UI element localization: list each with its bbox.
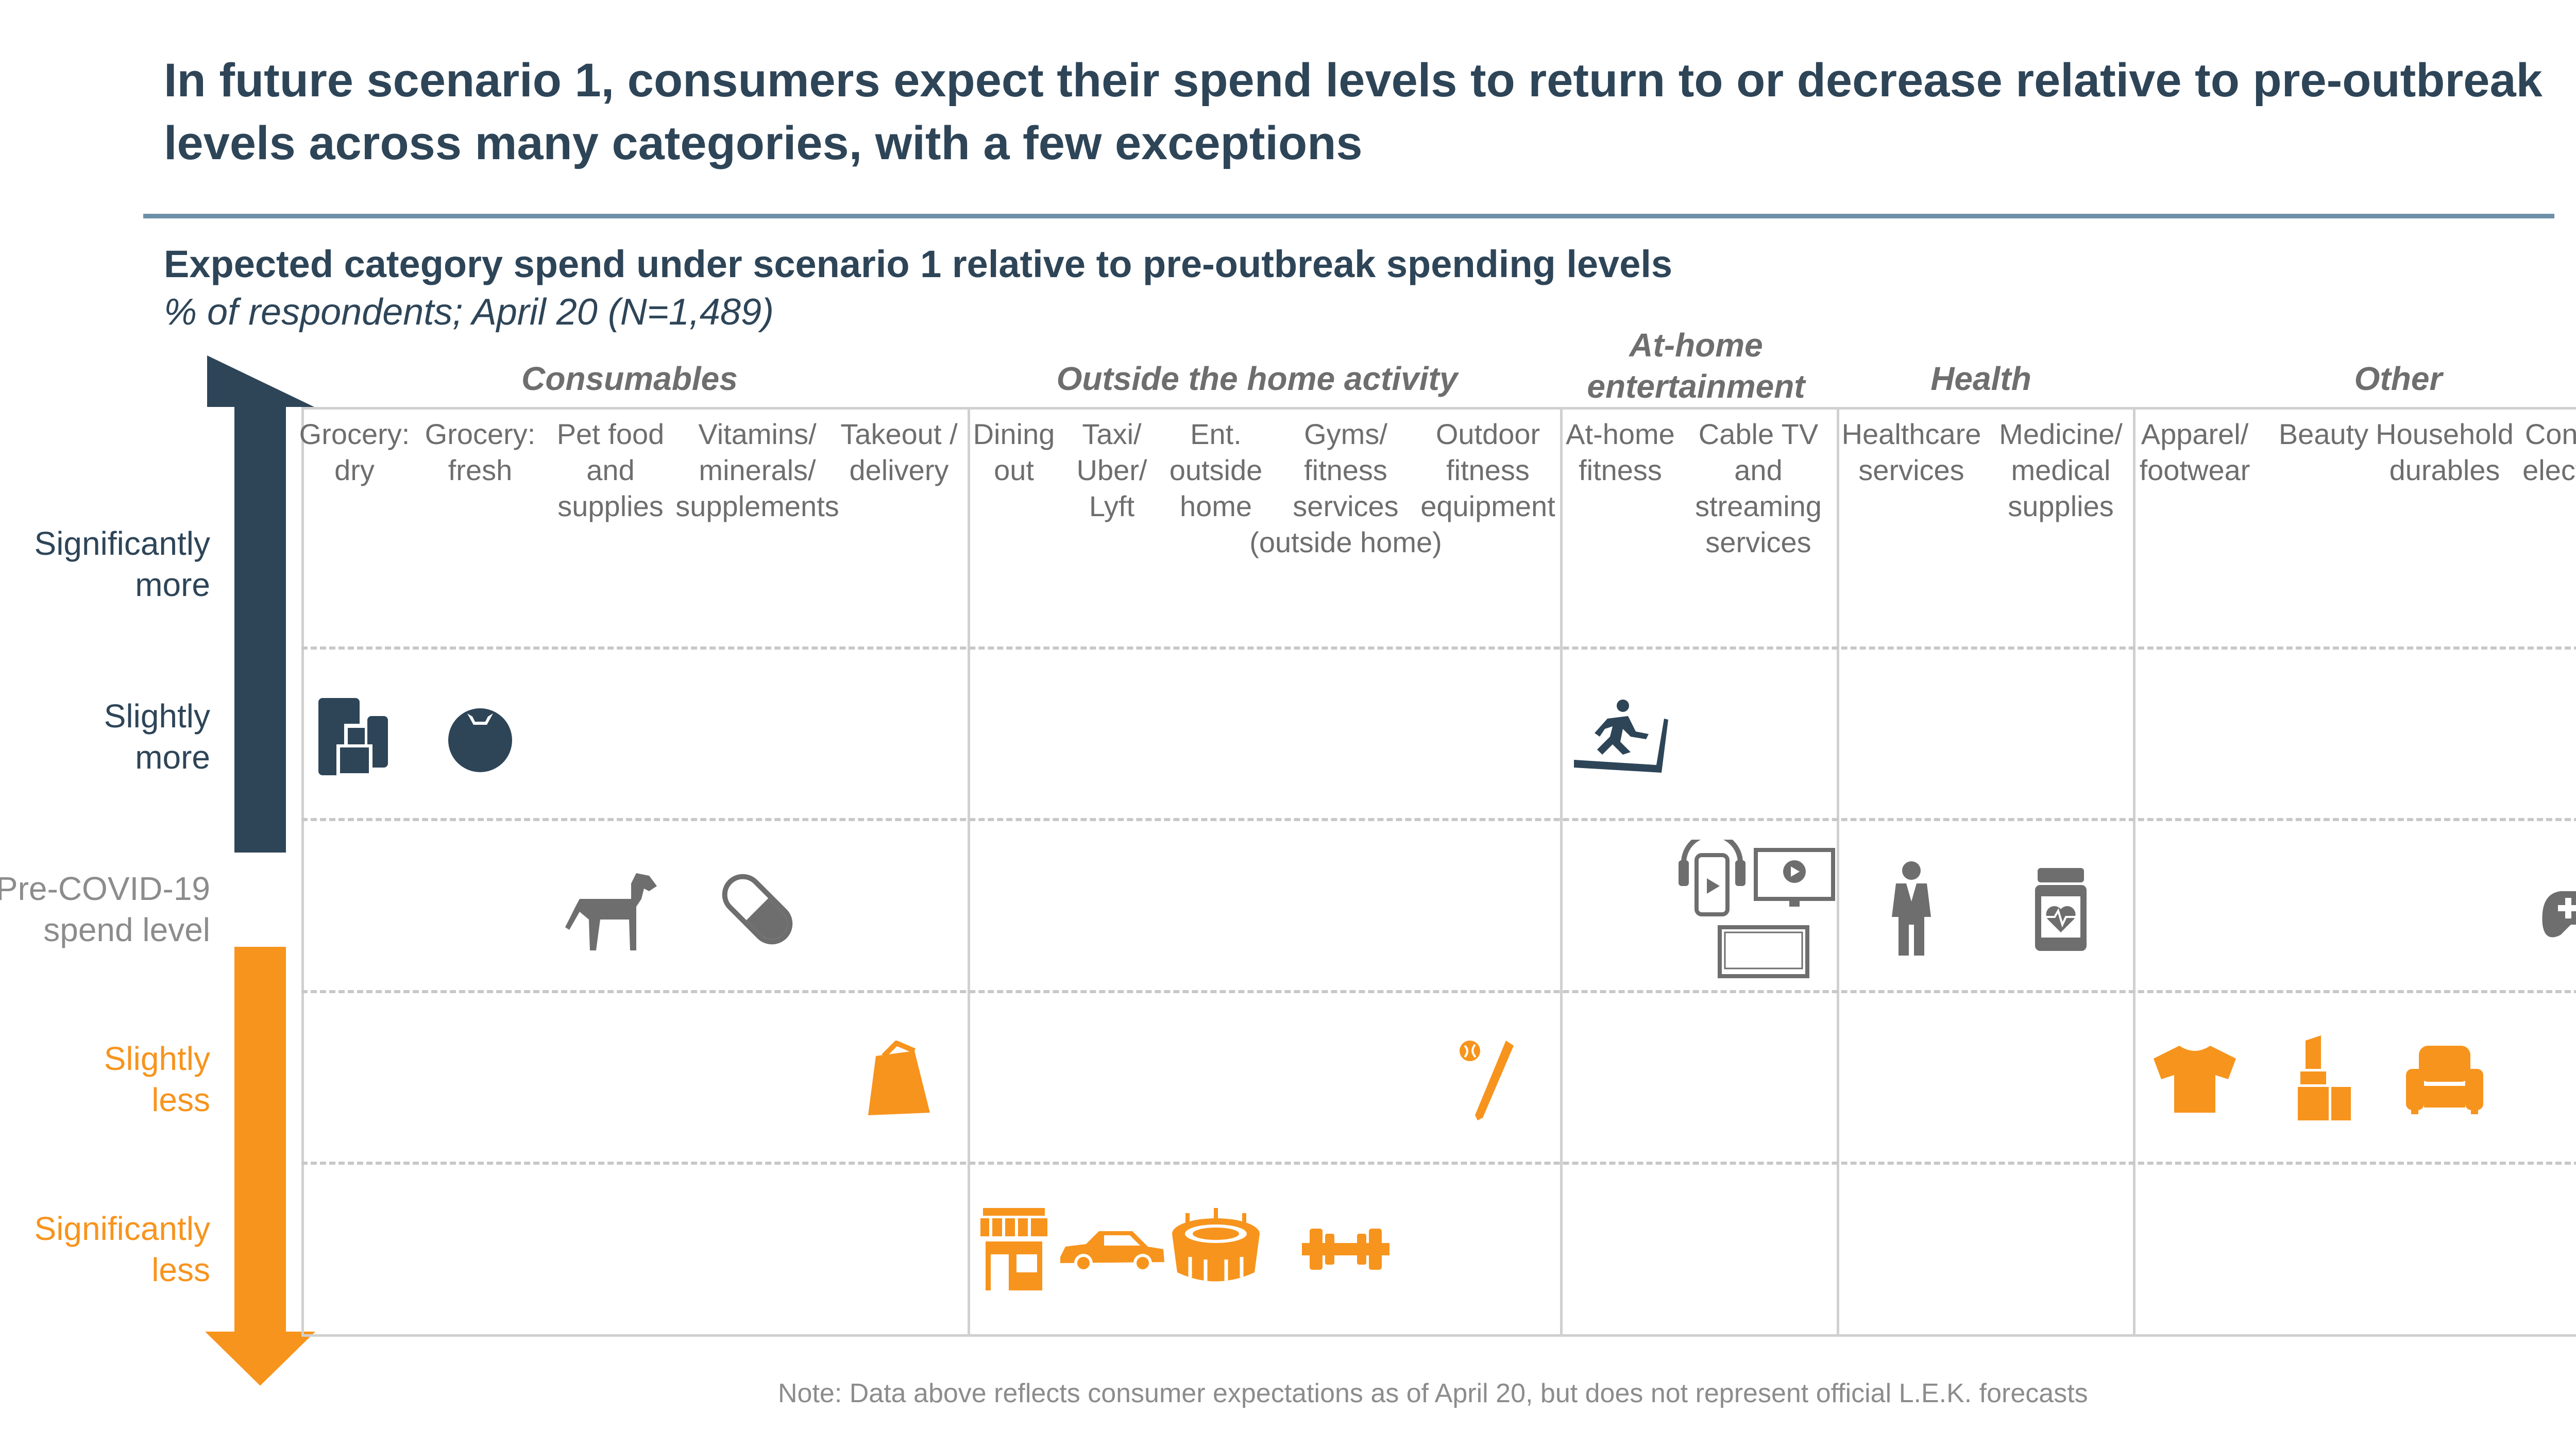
row-label-pre: Pre-COVID-19 spend level bbox=[0, 870, 210, 948]
group-divider bbox=[2133, 407, 2136, 1337]
group-label: Other bbox=[2354, 360, 2443, 397]
lipstick-icon bbox=[2295, 1035, 2352, 1123]
column-label: Outdoor fitness equipment bbox=[1420, 418, 1555, 522]
group-divider bbox=[1560, 407, 1563, 1337]
column-label: Ent. outside home bbox=[1169, 418, 1263, 522]
footnote: Note: Data above reflects consumer expec… bbox=[778, 1378, 2088, 1408]
group-label: Consumables bbox=[521, 360, 738, 397]
armchair-icon bbox=[2403, 1043, 2486, 1115]
tomato-icon bbox=[442, 698, 519, 775]
pill-icon bbox=[714, 865, 801, 953]
column-label: Beauty bbox=[2278, 418, 2369, 450]
stadium-icon bbox=[1167, 1205, 1265, 1293]
column-label: Pet food and supplies bbox=[556, 418, 665, 522]
shirt-icon bbox=[2151, 1043, 2239, 1115]
column-label: Grocery: dry bbox=[299, 418, 410, 486]
grid-border-top bbox=[301, 407, 2576, 410]
group-label: Health bbox=[1930, 360, 2031, 397]
column-label: At-home fitness bbox=[1566, 418, 1675, 486]
grocery-bag-icon bbox=[316, 693, 393, 780]
row-label-sig_less: Significantly less bbox=[34, 1210, 211, 1288]
less-arrow bbox=[205, 947, 315, 1386]
level-divider bbox=[301, 646, 2576, 650]
devices-icon bbox=[1679, 840, 1838, 979]
group-divider bbox=[301, 407, 304, 1337]
dog-icon bbox=[559, 863, 662, 956]
level-divider bbox=[301, 990, 2576, 993]
column-label: Household durables bbox=[2376, 418, 2514, 486]
column-label: Medicine/ medical supplies bbox=[1999, 418, 2123, 522]
gamepad-icon bbox=[2540, 873, 2576, 945]
column-label: Consumer electronics bbox=[2522, 418, 2576, 486]
grid-border-bottom bbox=[301, 1334, 2576, 1337]
row-label-sig_more: Significantly more bbox=[34, 525, 211, 603]
doctor-icon bbox=[1886, 860, 1937, 958]
chart-subtitle-note: % of respondents; April 20 (N=1,489) bbox=[164, 292, 774, 333]
row-label-sl_less: Slightly less bbox=[104, 1040, 210, 1118]
column-label: Dining out bbox=[973, 418, 1055, 486]
column-label: Vitamins/ minerals/ supplements bbox=[675, 418, 839, 522]
treadmill-icon bbox=[1571, 698, 1669, 775]
takeout-bag-icon bbox=[866, 1041, 933, 1118]
baseball-bat-icon bbox=[1457, 1035, 1519, 1123]
group-divider bbox=[968, 407, 970, 1337]
more-arrow bbox=[207, 355, 314, 853]
group-divider bbox=[1837, 407, 1839, 1337]
medicine-bottle-icon bbox=[2030, 865, 2092, 953]
row-label-sl_more: Slightly more bbox=[104, 697, 210, 776]
group-label: Outside the home activity bbox=[1056, 360, 1458, 397]
chart-subtitle: Expected category spend under scenario 1… bbox=[164, 243, 1673, 285]
chart-title: In future scenario 1, consumers expect t… bbox=[164, 54, 2543, 169]
column-label: Apparel/ footwear bbox=[2139, 418, 2250, 486]
group-label: At-home entertainment bbox=[1587, 327, 1805, 405]
column-label: Gyms/ fitness services (outside home) bbox=[1249, 418, 1442, 558]
storefront-icon bbox=[978, 1205, 1050, 1293]
car-icon bbox=[1055, 1221, 1168, 1278]
column-label: Grocery: fresh bbox=[425, 418, 536, 486]
level-divider bbox=[301, 1162, 2576, 1165]
column-label: Takeout / delivery bbox=[840, 418, 958, 486]
column-label: Healthcare services bbox=[1841, 418, 1981, 486]
column-label: Taxi/ Uber/ Lyft bbox=[1076, 418, 1147, 522]
dumbbell-icon bbox=[1299, 1223, 1392, 1275]
title-divider bbox=[143, 214, 2554, 218]
level-divider bbox=[301, 818, 2576, 821]
column-label: Cable TV and streaming services bbox=[1695, 418, 1822, 558]
